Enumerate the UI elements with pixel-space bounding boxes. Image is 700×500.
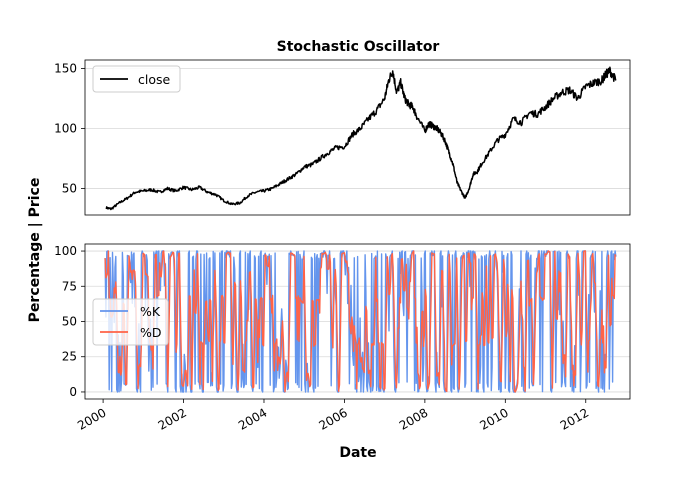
x-tick-label: 2004 [236, 405, 269, 432]
price-axes-frame [84, 59, 631, 216]
price-legend: close [92, 65, 181, 93]
x-tick-label: 2008 [397, 405, 430, 432]
oscillator-y-tick-label: 75 [62, 279, 77, 293]
price-y-tick-label: 100 [54, 121, 77, 135]
d-series-line [104, 250, 617, 393]
price-panel: 50 100 150 close [54, 59, 631, 216]
oscillator-y-tick-label: 100 [54, 244, 77, 258]
close-series-line [105, 66, 617, 211]
x-tick-label: 2010 [477, 405, 510, 432]
chart-title: Stochastic Oscillator [277, 39, 440, 55]
shared-y-axis-label: Percentage | Price [27, 178, 43, 323]
x-axis-label: Date [339, 445, 376, 461]
x-ticks: 2000 2002 2004 2006 2008 2010 2012 [75, 399, 591, 433]
d-legend-label: %D [140, 325, 162, 340]
x-tick-label: 2000 [75, 405, 108, 432]
oscillator-y-tick-label: 50 [62, 315, 77, 329]
price-legend-box [92, 65, 181, 93]
oscillator-y-tick-label: 25 [62, 350, 77, 364]
x-tick-label: 2012 [558, 405, 591, 432]
price-y-ticks: 50 100 150 [54, 61, 85, 196]
oscillator-y-tick-label: 0 [69, 385, 77, 399]
price-y-tick-label: 50 [62, 182, 77, 196]
close-legend-label: close [138, 72, 171, 87]
x-tick-label: 2002 [156, 405, 189, 432]
oscillator-axes-frame [84, 243, 631, 400]
price-y-tick-label: 150 [54, 61, 77, 75]
oscillator-legend: %K %D [92, 298, 169, 346]
oscillator-y-ticks: 0 25 50 75 100 [54, 244, 85, 399]
k-legend-label: %K [140, 304, 161, 319]
x-tick-label: 2006 [316, 405, 349, 432]
